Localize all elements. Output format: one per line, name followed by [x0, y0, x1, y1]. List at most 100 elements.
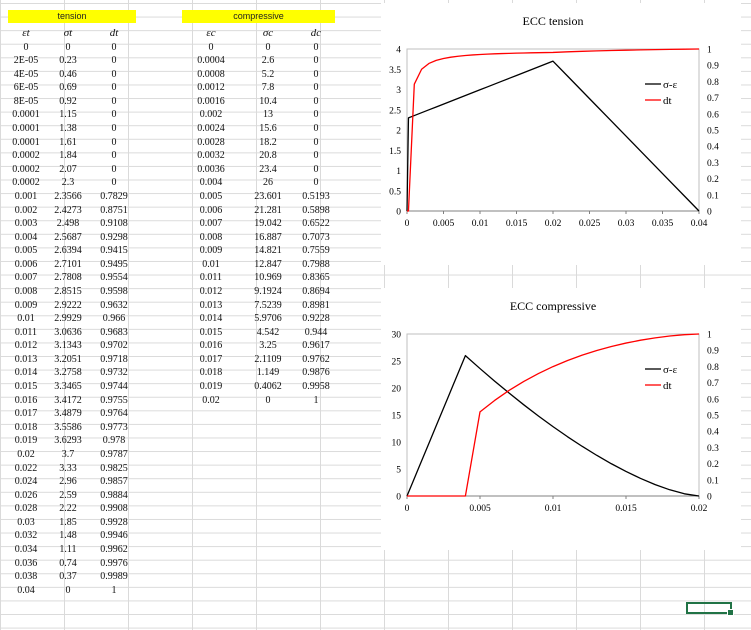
tension-cell[interactable]: 0.9773	[100, 421, 128, 433]
compressive-cell[interactable]: 0	[313, 123, 319, 135]
compressive-cell[interactable]: 19.042	[254, 218, 282, 230]
compressive-cell[interactable]: 0.0008	[197, 68, 225, 80]
tension-cell[interactable]: 0.9554	[100, 272, 128, 284]
tension-cell[interactable]: 0.036	[14, 557, 38, 569]
tension-cell[interactable]: 0.007	[14, 272, 38, 284]
tension-cell[interactable]: 0.005	[14, 245, 38, 257]
tension-cell[interactable]: 0.009	[14, 299, 38, 311]
tension-cell[interactable]: 0.0002	[12, 177, 40, 189]
tension-cell[interactable]: 4E-05	[13, 68, 39, 80]
tension-cell[interactable]: 1.84	[59, 150, 77, 162]
tension-cell[interactable]: 0.022	[14, 462, 38, 474]
tension-cell[interactable]: 0	[111, 55, 117, 67]
compressive-cell[interactable]: 9.1924	[254, 285, 282, 297]
tension-cell[interactable]: 0.9415	[100, 245, 128, 257]
tension-cell[interactable]: 2.22	[59, 503, 77, 515]
tension-cell[interactable]: 0.026	[14, 489, 38, 501]
tension-cell[interactable]: 0.9884	[100, 489, 128, 501]
tension-cell[interactable]: 0.9976	[100, 557, 128, 569]
compressive-cell[interactable]: 0.006	[199, 204, 223, 216]
compressive-cell[interactable]: 0	[265, 41, 271, 53]
tension-cell[interactable]: 3.5586	[54, 421, 82, 433]
tension-cell[interactable]: 2.7101	[54, 258, 82, 270]
compressive-cell[interactable]: 0.9876	[302, 367, 330, 379]
tension-cell[interactable]: 0.69	[59, 82, 77, 94]
compressive-cell[interactable]: 0.8981	[302, 299, 330, 311]
symbol-eps-c[interactable]: εc	[206, 27, 216, 39]
symbol-sigma-t[interactable]: σt	[63, 27, 73, 39]
compressive-cell[interactable]: 0.9958	[302, 381, 330, 393]
compressive-cell[interactable]: 0	[265, 394, 271, 406]
tension-cell[interactable]: 0.0002	[12, 150, 40, 162]
compressive-cell[interactable]: 0	[313, 163, 319, 175]
compressive-cell[interactable]: 0	[313, 68, 319, 80]
tension-cell[interactable]: 0.23	[59, 55, 77, 67]
tension-cell[interactable]: 3.7	[61, 448, 75, 460]
compressive-cell[interactable]: 26	[263, 177, 273, 189]
tension-cell[interactable]: 0.015	[14, 381, 38, 393]
compressive-cell[interactable]: 0.7559	[302, 245, 330, 257]
tension-cell[interactable]: 2E-05	[13, 55, 39, 67]
compressive-cell[interactable]: 0.8365	[302, 272, 330, 284]
tension-cell[interactable]: 2.6394	[54, 245, 82, 257]
tension-cell[interactable]: 0.006	[14, 258, 38, 270]
tension-cell[interactable]: 2.498	[56, 218, 80, 230]
tension-cell[interactable]: 0	[111, 150, 117, 162]
compressive-cell[interactable]: 4.542	[256, 326, 280, 338]
tension-cell[interactable]: 0.9702	[100, 340, 128, 352]
compressive-cell[interactable]: 23.4	[259, 163, 277, 175]
tension-cell[interactable]: 0.0001	[12, 109, 40, 121]
tension-cell[interactable]: 0	[111, 177, 117, 189]
tension-cell[interactable]: 0	[111, 68, 117, 80]
compressive-cell[interactable]: 16.887	[254, 231, 282, 243]
tension-cell[interactable]: 2.7808	[54, 272, 82, 284]
compressive-cell[interactable]: 0.014	[199, 313, 223, 325]
compressive-cell[interactable]: 0	[313, 95, 319, 107]
compressive-cell[interactable]: 15.6	[259, 123, 277, 135]
compressive-cell[interactable]: 1	[313, 394, 319, 406]
tension-cell[interactable]: 0	[111, 95, 117, 107]
compressive-cell[interactable]: 2.1109	[254, 353, 282, 365]
tension-cell[interactable]: 0.003	[14, 218, 38, 230]
tension-cell[interactable]: 0.9744	[100, 381, 128, 393]
tension-cell[interactable]: 0	[111, 163, 117, 175]
tension-cell[interactable]: 2.96	[59, 476, 77, 488]
compressive-cell[interactable]: 0.017	[199, 353, 223, 365]
tension-cell[interactable]: 0.9946	[100, 530, 128, 542]
compressive-cell[interactable]: 18.2	[259, 136, 277, 148]
tension-cell[interactable]: 3.3465	[54, 381, 82, 393]
compressive-cell[interactable]: 0.944	[304, 326, 328, 338]
tension-cell[interactable]: 0	[23, 41, 29, 53]
tension-cell[interactable]: 0.9632	[100, 299, 128, 311]
tension-cell[interactable]: 6E-05	[13, 82, 39, 94]
tension-cell[interactable]: 0.002	[14, 204, 38, 216]
compressive-cell[interactable]: 0	[313, 136, 319, 148]
tension-cell[interactable]: 3.0636	[54, 326, 82, 338]
compressive-cell[interactable]: 0.018	[199, 367, 223, 379]
tension-cell[interactable]: 0	[111, 41, 117, 53]
compressive-cell[interactable]: 12.847	[254, 258, 282, 270]
compressive-cell[interactable]: 0	[208, 41, 214, 53]
compressive-cell[interactable]: 5.9706	[254, 313, 282, 325]
tension-cell[interactable]: 0.016	[14, 394, 38, 406]
tension-cell[interactable]: 0.9683	[100, 326, 128, 338]
compressive-cell[interactable]: 0.013	[199, 299, 223, 311]
tension-cell[interactable]: 2.9222	[54, 299, 82, 311]
tension-cell[interactable]: 0.9908	[100, 503, 128, 515]
compressive-cell[interactable]: 21.281	[254, 204, 282, 216]
compressive-table[interactable]: εc σc dc 0 0 0 0.0004 2.6 0 0.0008 5.2 0 0.0012 7.…	[182, 27, 336, 407]
tension-cell[interactable]: 2.3566	[54, 190, 82, 202]
tension-cell[interactable]: 3.2051	[54, 353, 82, 365]
compressive-cell[interactable]: 10.969	[254, 272, 282, 284]
tension-cell[interactable]: 2.3	[61, 177, 75, 189]
tension-cell[interactable]: 0.03	[17, 516, 35, 528]
tension-cell[interactable]: 0.9718	[100, 353, 128, 365]
compressive-cell[interactable]: 7.8	[261, 82, 275, 94]
compressive-cell[interactable]: 13	[263, 109, 273, 121]
tension-cell[interactable]: 0.9962	[100, 543, 128, 555]
tension-cell[interactable]: 0.9989	[100, 571, 128, 583]
tension-cell[interactable]: 1.48	[59, 530, 77, 542]
tension-cell[interactable]: 0	[65, 41, 71, 53]
compressive-cell[interactable]: 0.004	[199, 177, 223, 189]
compressive-cell[interactable]: 0.0028	[197, 136, 225, 148]
